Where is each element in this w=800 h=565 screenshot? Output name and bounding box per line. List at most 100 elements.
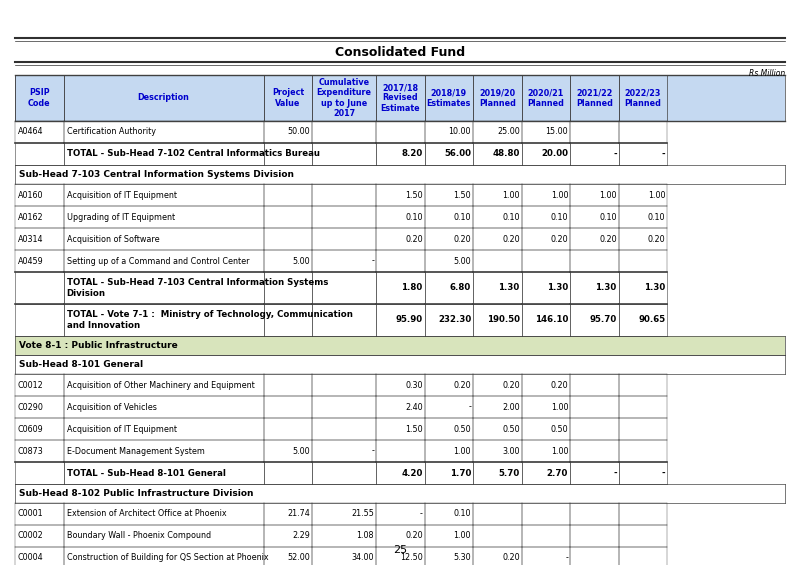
- Bar: [376, 304, 425, 336]
- Bar: [473, 304, 522, 336]
- Bar: [15, 304, 63, 336]
- Bar: [376, 374, 425, 396]
- Bar: [473, 184, 522, 206]
- Bar: [618, 440, 667, 462]
- Text: 1.50: 1.50: [405, 190, 422, 199]
- Bar: [63, 272, 264, 304]
- Bar: [522, 547, 570, 565]
- Bar: [570, 304, 618, 336]
- Text: Sub-Head 8-101 General: Sub-Head 8-101 General: [19, 360, 143, 369]
- Bar: [473, 121, 522, 143]
- Bar: [15, 250, 63, 272]
- Text: A0459: A0459: [18, 257, 44, 266]
- Bar: [312, 440, 376, 462]
- Text: 1.00: 1.00: [502, 190, 520, 199]
- Text: 1.00: 1.00: [550, 446, 568, 455]
- Text: Acquisition of IT Equipment: Acquisition of IT Equipment: [66, 424, 177, 433]
- Text: Rs Million: Rs Million: [749, 68, 785, 77]
- Bar: [570, 462, 618, 484]
- Bar: [425, 121, 473, 143]
- Bar: [63, 304, 264, 336]
- Text: 15.00: 15.00: [546, 128, 568, 137]
- Bar: [15, 484, 785, 503]
- Bar: [618, 250, 667, 272]
- Bar: [618, 418, 667, 440]
- Bar: [522, 121, 570, 143]
- Bar: [63, 143, 264, 165]
- Bar: [473, 250, 522, 272]
- Bar: [312, 503, 376, 525]
- Text: 5.30: 5.30: [454, 554, 471, 563]
- Bar: [15, 462, 63, 484]
- Bar: [376, 184, 425, 206]
- Bar: [312, 462, 376, 484]
- Bar: [312, 143, 376, 165]
- Text: 0.10: 0.10: [502, 212, 520, 221]
- Text: 190.50: 190.50: [486, 315, 520, 324]
- Text: 34.00: 34.00: [352, 554, 374, 563]
- Text: 1.00: 1.00: [550, 402, 568, 411]
- Bar: [425, 503, 473, 525]
- Bar: [618, 184, 667, 206]
- Bar: [63, 503, 264, 525]
- Bar: [63, 206, 264, 228]
- Bar: [618, 396, 667, 418]
- Bar: [264, 374, 312, 396]
- Bar: [522, 250, 570, 272]
- Bar: [570, 143, 618, 165]
- Bar: [15, 418, 63, 440]
- Text: 0.20: 0.20: [502, 234, 520, 244]
- Text: 1.00: 1.00: [648, 190, 665, 199]
- Bar: [264, 206, 312, 228]
- Text: Certification Authority: Certification Authority: [66, 128, 155, 137]
- Text: 21.74: 21.74: [287, 510, 310, 519]
- Bar: [63, 184, 264, 206]
- Bar: [473, 440, 522, 462]
- Bar: [425, 250, 473, 272]
- Text: Acquisition of Other Machinery and Equipment: Acquisition of Other Machinery and Equip…: [66, 380, 254, 389]
- Bar: [425, 462, 473, 484]
- Bar: [312, 250, 376, 272]
- Text: 2018/19
Estimates: 2018/19 Estimates: [426, 88, 471, 108]
- Text: 0.20: 0.20: [405, 234, 422, 244]
- Bar: [376, 206, 425, 228]
- Text: C0012: C0012: [18, 380, 44, 389]
- Text: 1.30: 1.30: [547, 284, 568, 293]
- Text: 25: 25: [393, 545, 407, 555]
- Bar: [264, 547, 312, 565]
- Bar: [312, 206, 376, 228]
- Bar: [618, 272, 667, 304]
- Bar: [618, 525, 667, 547]
- Bar: [425, 374, 473, 396]
- Text: -: -: [613, 150, 617, 159]
- Text: Sub-Head 7-103 Central Information Systems Division: Sub-Head 7-103 Central Information Syste…: [19, 170, 294, 179]
- Bar: [522, 440, 570, 462]
- Text: 2.70: 2.70: [546, 468, 568, 477]
- Bar: [522, 374, 570, 396]
- Bar: [618, 374, 667, 396]
- Bar: [473, 462, 522, 484]
- Bar: [425, 525, 473, 547]
- Text: Upgrading of IT Equipment: Upgrading of IT Equipment: [66, 212, 174, 221]
- Bar: [312, 547, 376, 565]
- Text: 8.20: 8.20: [402, 150, 422, 159]
- Text: 2022/23
Planned: 2022/23 Planned: [625, 88, 662, 108]
- Bar: [522, 143, 570, 165]
- Bar: [522, 503, 570, 525]
- Bar: [376, 418, 425, 440]
- Bar: [15, 525, 63, 547]
- Bar: [312, 304, 376, 336]
- Bar: [522, 206, 570, 228]
- Bar: [15, 121, 63, 143]
- Bar: [618, 121, 667, 143]
- Text: -: -: [566, 554, 568, 563]
- Bar: [15, 143, 63, 165]
- Text: 2020/21
Planned: 2020/21 Planned: [527, 88, 564, 108]
- Text: Acquisition of Vehicles: Acquisition of Vehicles: [66, 402, 156, 411]
- Bar: [522, 462, 570, 484]
- Bar: [312, 184, 376, 206]
- Text: 1.00: 1.00: [454, 446, 471, 455]
- Bar: [425, 184, 473, 206]
- Bar: [473, 143, 522, 165]
- Text: Construction of Building for QS Section at Phoenix: Construction of Building for QS Section …: [66, 554, 268, 563]
